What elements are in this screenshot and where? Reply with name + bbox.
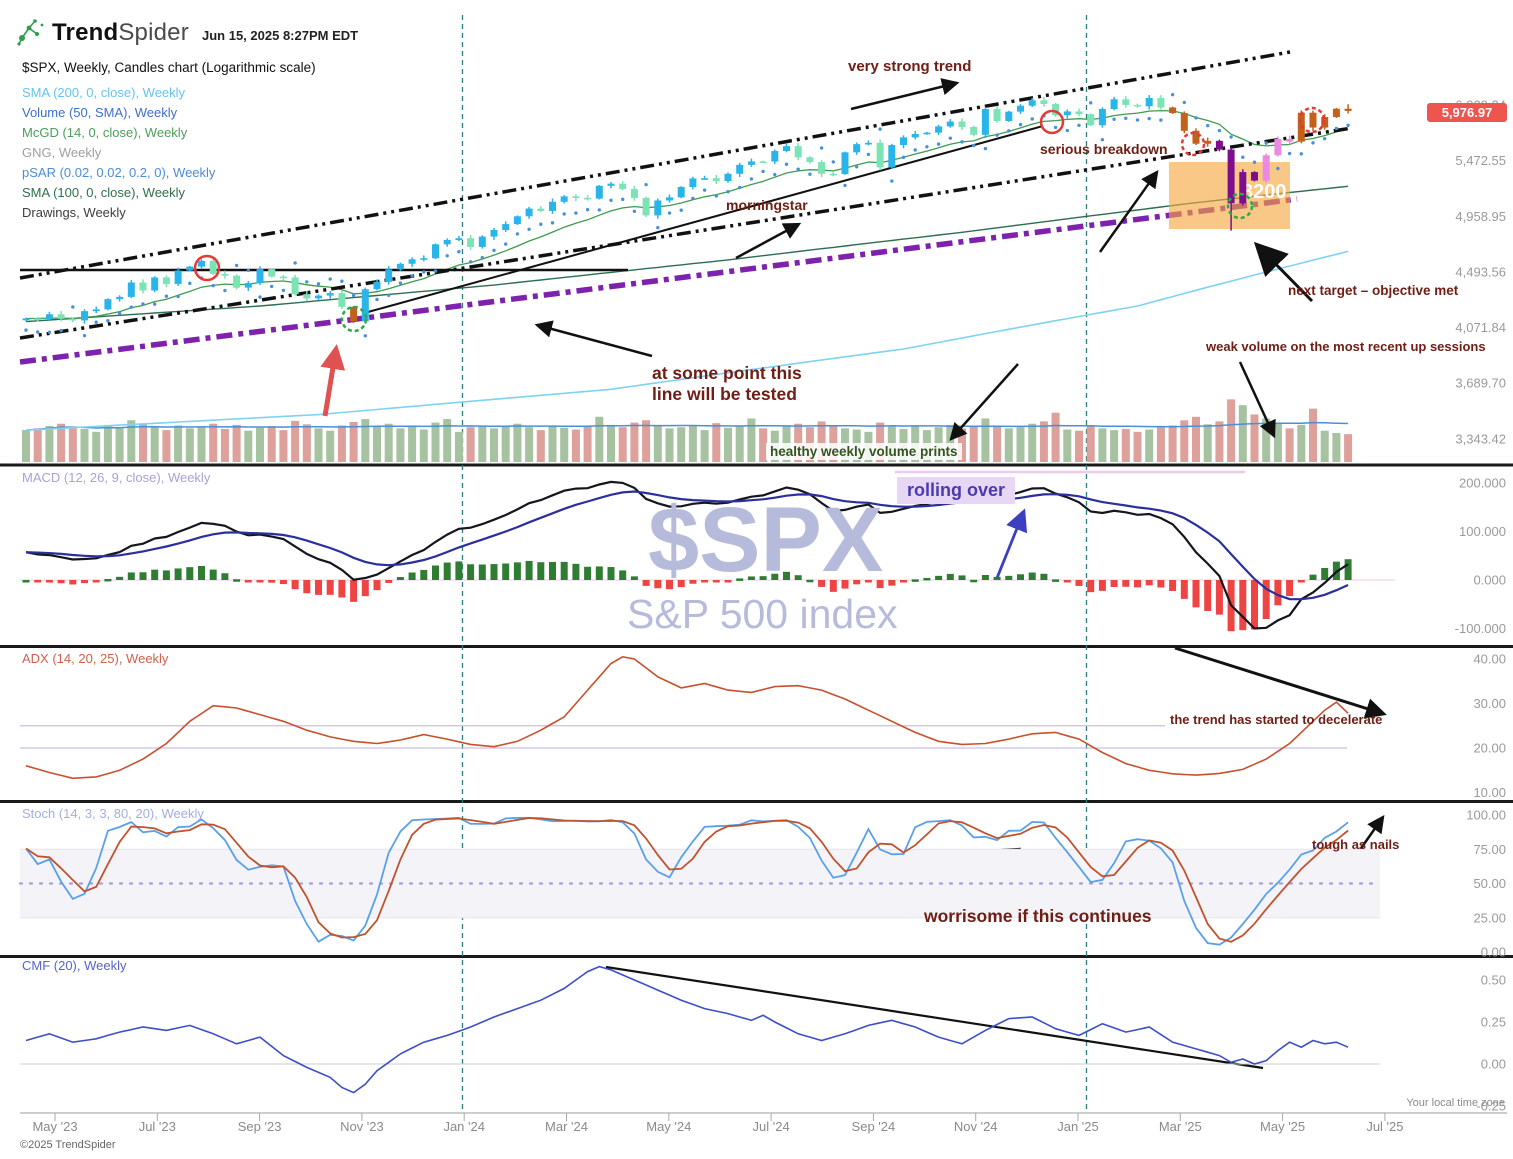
time-axis-label: Jan '25 bbox=[1057, 1119, 1099, 1134]
red-circle-icon bbox=[193, 254, 221, 282]
price-axis-label: 3,343.42 bbox=[1455, 431, 1506, 446]
sma100-line bbox=[25, 185, 1349, 323]
stoch-axis-label: 75.00 bbox=[1473, 842, 1506, 857]
volume-bars bbox=[22, 399, 1353, 462]
cmf-axis-label: 0.00 bbox=[1481, 1057, 1506, 1072]
cmf-axis-label: 0.50 bbox=[1481, 973, 1506, 988]
axis-labels: 6,039.345,472.554,958.954,493.564,071.84… bbox=[32, 98, 1506, 1134]
macd-lines bbox=[25, 480, 1349, 630]
chart-timestamp: Jun 15, 2025 8:27PM EDT bbox=[202, 28, 359, 43]
trendline-drawings[interactable] bbox=[19, 50, 1353, 474]
logo-light: Spider bbox=[118, 19, 189, 46]
stoch-axis-label: 25.00 bbox=[1473, 910, 1506, 925]
price-axis-label: 5,472.55 bbox=[1455, 153, 1506, 168]
cmf-pane-label[interactable]: CMF (20), Weekly bbox=[22, 958, 127, 973]
macd-axis-label: -100.000 bbox=[1455, 621, 1506, 636]
adx-axis-label: 20.00 bbox=[1473, 741, 1506, 756]
time-axis-label: Jul '23 bbox=[139, 1119, 176, 1134]
annotation-serious-breakdown[interactable]: serious breakdown bbox=[1040, 141, 1168, 157]
target-box-label: 3200 bbox=[1242, 181, 1287, 203]
price-axis-label: 3,689.70 bbox=[1455, 376, 1506, 391]
time-axis-label: Nov '23 bbox=[340, 1119, 384, 1134]
legend-item-gng[interactable]: GNG, Weekly bbox=[22, 145, 102, 160]
legend-item-sma200[interactable]: SMA (200, 0, close), Weekly bbox=[22, 85, 186, 100]
pane-separators bbox=[0, 463, 1513, 1114]
red-dashed-circle-icon bbox=[1298, 106, 1326, 134]
macd-axis-label: 0.000 bbox=[1473, 573, 1506, 588]
signal-circles[interactable] bbox=[193, 106, 1326, 333]
red-dashed-circle-icon bbox=[1180, 131, 1206, 157]
logo-bold: Trend bbox=[52, 19, 119, 46]
cmf-axis-label: -0.25 bbox=[1476, 1099, 1506, 1114]
price-axis-label: 4,493.56 bbox=[1455, 264, 1506, 279]
chart-title: $SPX, Weekly, Candles chart (Logarithmic… bbox=[22, 60, 316, 75]
adx-axis-label: 10.00 bbox=[1473, 785, 1506, 800]
timezone-note[interactable]: Your local time zone bbox=[1406, 1097, 1505, 1109]
stoch-axis-label: 0.00 bbox=[1481, 945, 1506, 960]
time-axis-label: Sep '24 bbox=[852, 1119, 896, 1134]
cmf-pane bbox=[20, 965, 1380, 1094]
time-axis-label: May '24 bbox=[646, 1119, 691, 1134]
candles bbox=[22, 95, 1352, 324]
annotation-line-tested[interactable]: at some point this line will be tested bbox=[652, 363, 802, 404]
time-axis-label: May '25 bbox=[1260, 1119, 1305, 1134]
volume-sma-line bbox=[25, 421, 1349, 431]
legend-item-volume[interactable]: Volume (50, SMA), Weekly bbox=[22, 105, 178, 120]
time-axis-label: Sep '23 bbox=[238, 1119, 282, 1134]
current-price-badge: 5,976.97 bbox=[1427, 103, 1507, 122]
time-axis-label: Mar '25 bbox=[1159, 1119, 1202, 1134]
green-dashed-circle-icon bbox=[1226, 192, 1254, 220]
macd-axis-label: 100.000 bbox=[1459, 524, 1506, 539]
adx-axis-label: 30.00 bbox=[1473, 696, 1506, 711]
red-circle-icon bbox=[1039, 109, 1065, 135]
stoch-pane bbox=[18, 816, 1382, 946]
legend-item-psar[interactable]: pSAR (0.02, 0.02, 0.2, 0), Weekly bbox=[22, 165, 216, 180]
legend-item-drawings[interactable]: Drawings, Weekly bbox=[22, 205, 126, 220]
annotation-worrisome[interactable]: worrisome if this continues bbox=[924, 906, 1152, 926]
psar-dots bbox=[24, 92, 1350, 338]
watermark-name: S&P 500 index bbox=[627, 591, 898, 637]
legend-item-mcgd[interactable]: McGD (14, 0, close), Weekly bbox=[22, 125, 188, 140]
trendspider-logo-icon bbox=[17, 19, 44, 46]
trendspider-logo: TrendSpider bbox=[52, 19, 189, 47]
time-axis-label: Jan '24 bbox=[443, 1119, 485, 1134]
legend-item-sma100[interactable]: SMA (100, 0, close), Weekly bbox=[22, 185, 186, 200]
adx-axis-label: 40.00 bbox=[1473, 652, 1506, 667]
time-axis-label: Mar '24 bbox=[545, 1119, 588, 1134]
copyright-note: ©2025 TrendSpider bbox=[20, 1139, 116, 1151]
price-axis-label: 4,071.84 bbox=[1455, 320, 1506, 335]
cmf-axis-label: 0.25 bbox=[1481, 1015, 1506, 1030]
stoch-axis-label: 100.00 bbox=[1466, 808, 1506, 823]
annotation-rolling-over[interactable]: rolling over bbox=[897, 477, 1016, 504]
time-axis-label: Jul '24 bbox=[753, 1119, 790, 1134]
adx-pane bbox=[20, 655, 1349, 780]
annotation-trend-decelerate[interactable]: the trend has started to decelerate bbox=[1170, 712, 1383, 727]
time-axis-label: May '23 bbox=[32, 1119, 77, 1134]
stoch-pane-label[interactable]: Stoch (14, 3, 3, 80, 20), Weekly bbox=[22, 806, 204, 821]
adx-pane-label[interactable]: ADX (14, 20, 25), Weekly bbox=[22, 651, 169, 666]
price-axis-label: 4,958.95 bbox=[1455, 209, 1506, 224]
annotation-morningstar[interactable]: morningstar bbox=[726, 197, 808, 213]
macd-pane-label[interactable]: MACD (12, 26, 9, close), Weekly bbox=[22, 470, 211, 485]
annotation-very-strong-trend[interactable]: very strong trend bbox=[848, 58, 972, 75]
green-dashed-circle-icon bbox=[340, 305, 368, 333]
annotation-tough-as-nails[interactable]: tough as nails bbox=[1312, 837, 1400, 852]
annotation-next-target[interactable]: next target – objective met bbox=[1288, 283, 1459, 298]
annotation-healthy-volume[interactable]: healthy weekly volume prints bbox=[766, 443, 962, 460]
annotation-weak-volume[interactable]: weak volume on the most recent up sessio… bbox=[1206, 339, 1486, 354]
time-axis-label: Jul '25 bbox=[1366, 1119, 1403, 1134]
time-axis-label: Nov '24 bbox=[954, 1119, 998, 1134]
stoch-axis-label: 50.00 bbox=[1473, 876, 1506, 891]
macd-axis-label: 200.000 bbox=[1459, 476, 1506, 491]
sma200-line bbox=[25, 250, 1349, 431]
watermark-symbol: $SPX bbox=[648, 489, 884, 591]
